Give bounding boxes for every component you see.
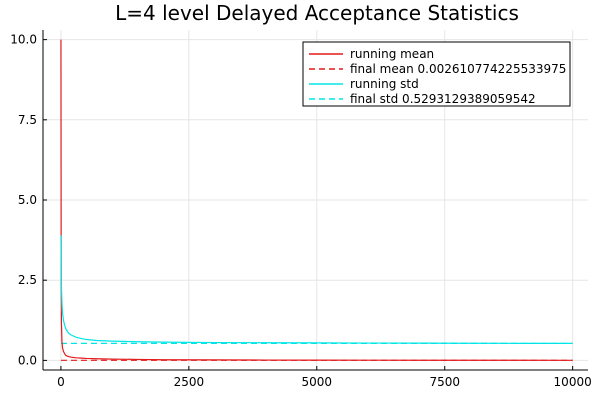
y-ticks: 0.0 2.5 5.0 7.5 10.0 [10, 33, 47, 367]
legend-label-running-mean: running mean [350, 47, 434, 61]
x-tick-label: 0 [57, 375, 65, 389]
x-ticks: 0 2500 5000 7500 10000 [57, 366, 592, 389]
y-tick-label: 0.0 [18, 353, 37, 367]
y-tick-label: 10.0 [10, 33, 37, 47]
x-tick-label: 7500 [429, 375, 460, 389]
legend-box [302, 41, 571, 107]
chart-title: L=4 level Delayed Acceptance Statistics [115, 1, 519, 25]
x-tick-label: 5000 [302, 375, 333, 389]
x-tick-label: 2500 [174, 375, 205, 389]
plot-series [60, 39, 573, 361]
series-line-running-mean [60, 39, 573, 361]
y-tick-label: 7.5 [18, 113, 37, 127]
legend-label-final-mean: final mean 0.002610774225533975 [350, 62, 566, 76]
y-tick-label: 5.0 [18, 193, 37, 207]
y-tick-label: 2.5 [18, 273, 37, 287]
x-tick-label: 10000 [554, 375, 592, 389]
series-line-running-std [60, 235, 573, 344]
legend-label-running-std: running std [350, 77, 419, 91]
legend-label-final-std: final std 0.5293129389059542 [350, 92, 536, 106]
